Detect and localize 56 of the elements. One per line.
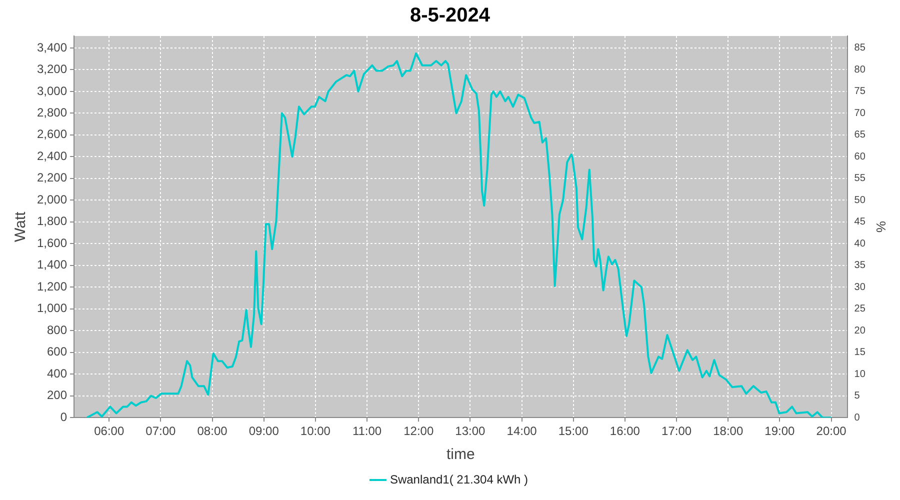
y2-tick-label: 60 (854, 151, 866, 162)
x-tick-label: 11:00 (352, 424, 382, 438)
y2-tick-label: 30 (854, 282, 866, 293)
x-tick-label: 07:00 (146, 424, 176, 438)
y-tick-label: 600 (47, 344, 68, 359)
x-tick-label: 13:00 (455, 424, 486, 438)
chart-title: 8-5-2024 (410, 4, 491, 27)
y-tick-label: 3,200 (37, 62, 68, 76)
x-tick-label: 08:00 (197, 424, 228, 438)
y-axis-title: Watt (12, 210, 30, 242)
y2-tick-label: 80 (854, 64, 866, 76)
y-tick-label: 0 (60, 410, 68, 424)
y-tick-label: 2,800 (37, 106, 68, 120)
x-tick-label: 19:00 (764, 424, 796, 438)
y2-tick-label: 20 (854, 325, 866, 336)
legend-label: Swanland1( 21.304 kWh ) (390, 472, 528, 486)
y2-tick-label: 65 (854, 130, 866, 141)
y2-tick-label: 50 (854, 194, 866, 206)
y2-tick-label: 10 (854, 368, 866, 380)
y-tick-label: 1,000 (37, 301, 68, 316)
x-tick-label: 09:00 (248, 424, 280, 438)
x-tick-label: 12:00 (404, 424, 434, 438)
x-tick-label: 14:00 (506, 424, 538, 438)
x-tick-label: 10:00 (300, 424, 331, 438)
y-tick-label: 1,400 (37, 258, 68, 272)
x-tick-label: 20:00 (816, 424, 847, 438)
x-tick-label: 17:00 (662, 424, 692, 438)
y-tick-label: 1,800 (37, 214, 68, 228)
y-tick-label: 2,200 (37, 170, 68, 185)
y2-tick-label: 5 (854, 390, 860, 402)
y-tick-label: 800 (47, 322, 68, 337)
x-tick-label: 18:00 (713, 424, 744, 438)
y-tick-label: 1,200 (37, 279, 68, 294)
x-tick-label: 16:00 (610, 424, 640, 438)
y2-tick-label: 35 (854, 260, 866, 272)
y-tick-label: 2,400 (37, 148, 68, 163)
y2-tick-label: 45 (854, 216, 866, 228)
y-tick-label: 2,600 (37, 127, 68, 142)
y2-tick-label: 75 (854, 86, 866, 98)
y-tick-label: 400 (47, 366, 68, 380)
y-tick-label: 1,600 (37, 236, 68, 250)
x-tick-label: 15:00 (558, 424, 589, 438)
y2-tick-label: 15 (854, 347, 866, 358)
x-tick-label: 06:00 (94, 424, 124, 438)
y-tick-label: 3,400 (37, 40, 68, 54)
y2-tick-label: 0 (854, 412, 860, 424)
x-axis-title: time (446, 446, 475, 464)
y2-tick-label: 25 (854, 304, 866, 315)
y2-axis-title: % (874, 221, 889, 234)
y2-tick-label: 55 (854, 173, 866, 184)
y-tick-label: 3,000 (37, 84, 68, 98)
y2-tick-label: 85 (854, 42, 866, 54)
y-tick-label: 200 (47, 388, 68, 402)
y2-tick-label: 70 (854, 108, 866, 119)
y2-tick-label: 40 (854, 238, 866, 250)
y-tick-label: 2,000 (37, 192, 68, 206)
